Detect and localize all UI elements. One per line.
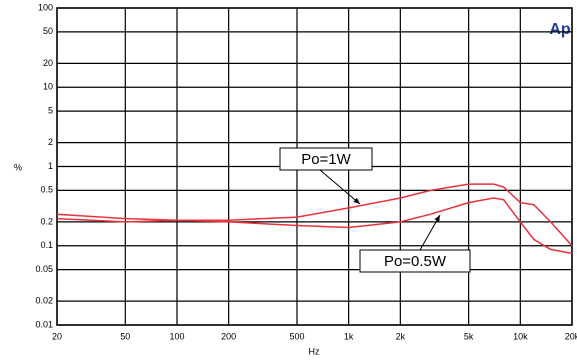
legend-arrow-head [434, 215, 440, 222]
legend-arrow [319, 169, 361, 205]
y-tick-label: 10 [43, 82, 53, 92]
y-tick-label: 0.02 [35, 296, 53, 306]
y-tick-label: 20 [43, 58, 53, 68]
legend-arrow [419, 214, 441, 251]
x-axis-label: Hz [309, 346, 320, 356]
y-tick-label: 0.01 [35, 319, 53, 329]
series-line [56, 197, 573, 255]
legend-box [279, 147, 373, 171]
y-tick-label: 0.5 [40, 185, 53, 195]
y-tick-label: 0.05 [35, 264, 53, 274]
y-tick-label: 50 [43, 26, 53, 36]
legend-label: Po=0.5W [384, 253, 447, 270]
x-tick-label: 1k [344, 331, 354, 341]
x-tick-label: 10k [513, 331, 528, 341]
x-tick-label: 200 [221, 331, 236, 341]
x-tick-label: 20k [565, 331, 577, 341]
y-tick-label: 100 [38, 2, 53, 12]
y-tick-label: 1 [48, 161, 53, 171]
legend-label: Po=1W [301, 151, 351, 168]
y-axis-label: % [14, 162, 22, 172]
x-tick-label: 20 [52, 331, 62, 341]
x-tick-label: 100 [169, 331, 184, 341]
legend-box [359, 249, 471, 273]
logo: Ap [549, 21, 571, 38]
x-tick-label: 2k [396, 331, 406, 341]
y-tick-label: 2 [48, 137, 53, 147]
x-tick-label: 50 [120, 331, 130, 341]
x-tick-label: 5k [464, 331, 474, 341]
y-tick-label: 0.2 [40, 216, 53, 226]
y-tick-label: 5 [48, 105, 53, 115]
x-tick-label: 500 [289, 331, 304, 341]
legend-arrow-head [353, 197, 360, 204]
y-tick-label: 0.1 [40, 240, 53, 250]
